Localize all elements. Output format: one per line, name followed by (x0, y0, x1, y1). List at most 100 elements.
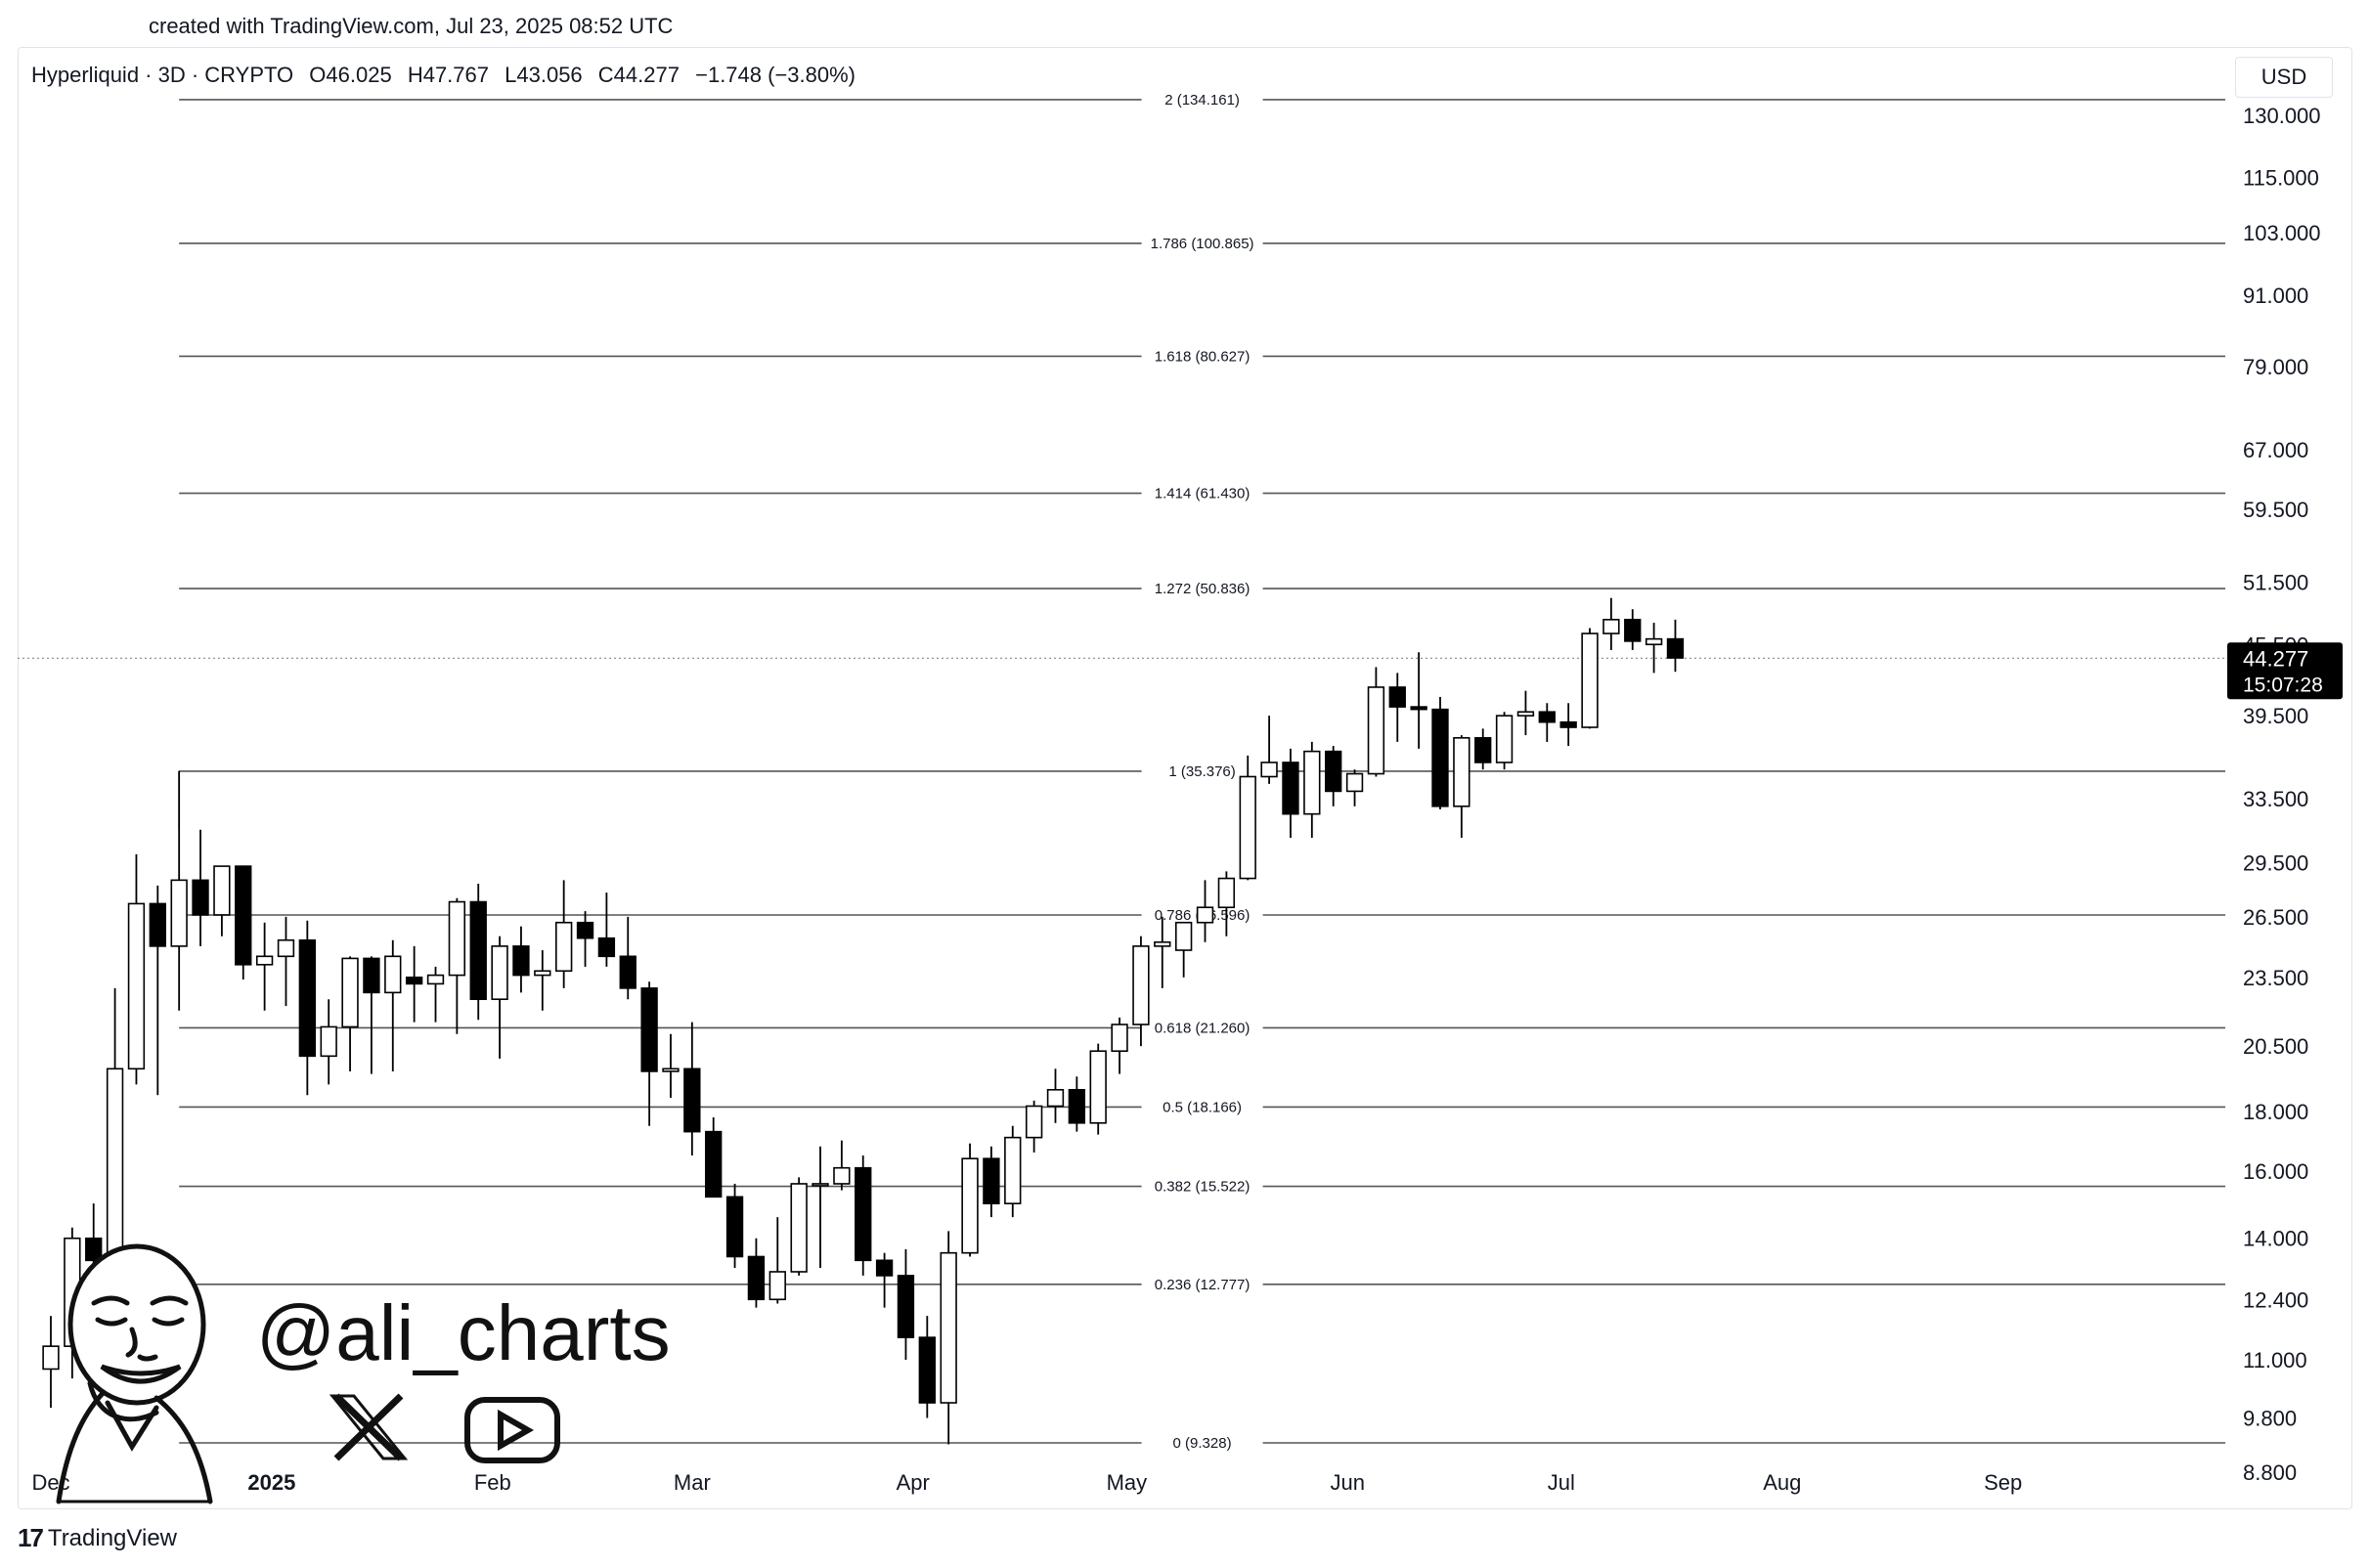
fib-label-0: 2 (134.161) (1164, 92, 1240, 109)
price-tick-14: 20.500 (2243, 1034, 2308, 1059)
candle-12 (298, 920, 317, 1096)
candle-43 (961, 1143, 979, 1257)
candle-75 (1645, 623, 1663, 674)
price-tag-bg (2227, 642, 2343, 700)
candle-47 (1046, 1068, 1065, 1123)
fib-label-8: 0.5 (18.166) (1163, 1099, 1242, 1115)
fib-label-bg-4 (1141, 580, 1263, 598)
candle-body-42 (940, 1251, 957, 1404)
time-tick-9: Sep (1984, 1470, 2022, 1495)
candle-68 (1495, 712, 1514, 770)
candle-body-48 (1068, 1088, 1086, 1124)
price-tick-18: 12.400 (2243, 1287, 2308, 1312)
candle-26 (597, 893, 616, 967)
candle-body-59 (1303, 750, 1321, 815)
candle-body-17 (405, 976, 423, 985)
candle-body-38 (855, 1166, 872, 1262)
time-axis: Dec 2025 Feb Mar Apr May Jun Jul Aug Sep (31, 1470, 2022, 1495)
candle-body-61 (1345, 772, 1364, 793)
candle-36 (812, 1146, 829, 1269)
price-tick-9: 39.500 (2243, 704, 2308, 728)
ohlc-change: −1.748 (−3.80%) (695, 63, 856, 87)
fib-label-bg-11 (1141, 1433, 1263, 1452)
fib-label-7: 0.618 (21.260) (1155, 1020, 1251, 1036)
candle-body-66 (1453, 737, 1470, 807)
currency-button[interactable]: USD (2235, 57, 2333, 98)
candle-46 (1025, 1100, 1043, 1153)
candle-body-72 (1581, 632, 1599, 728)
candle-41 (918, 1316, 936, 1418)
candle-body-74 (1624, 619, 1642, 642)
price-tag-value: 44.277 (2243, 646, 2308, 671)
candle-body-10 (255, 955, 274, 966)
candle-34 (768, 1217, 786, 1304)
fib-label-5: 1 (35.376) (1168, 763, 1235, 780)
candle-54 (1196, 880, 1214, 942)
candle-body-62 (1367, 686, 1385, 775)
candle-60 (1325, 746, 1342, 806)
candle-7 (192, 829, 209, 946)
candle-body-71 (1559, 720, 1577, 728)
candle-body-65 (1431, 708, 1449, 807)
candle-30 (683, 1022, 701, 1156)
candle-17 (405, 945, 423, 1023)
candle-body-76 (1666, 637, 1685, 659)
price-tick-19: 11.000 (2243, 1348, 2307, 1372)
candle-76 (1666, 619, 1685, 673)
candle-67 (1474, 728, 1492, 770)
candle-body-15 (363, 957, 380, 994)
fib-label-3: 1.414 (61.430) (1155, 486, 1251, 502)
candle-body-34 (768, 1271, 786, 1301)
fib-label-bg-0 (1141, 90, 1263, 109)
x-logo-icon[interactable] (329, 1393, 409, 1461)
symbol-header: Hyperliquid · 3D · CRYPTO O46.025 H47.76… (31, 63, 865, 88)
candle-body-16 (384, 955, 402, 994)
candle-45 (1004, 1125, 1022, 1218)
candle-58 (1282, 748, 1299, 839)
candle-body-31 (705, 1130, 723, 1198)
fib-label-bg-8 (1141, 1098, 1263, 1116)
candle-31 (705, 1116, 723, 1198)
candle-body-18 (426, 974, 445, 985)
candle-body-36 (812, 1183, 829, 1187)
price-tick-3: 91.000 (2243, 283, 2308, 308)
candle-body-24 (555, 921, 573, 973)
candle-72 (1581, 628, 1599, 729)
candle-15 (363, 956, 380, 1074)
chart-frame (18, 47, 2352, 1509)
price-tick-1: 115.000 (2243, 165, 2319, 190)
candle-body-75 (1645, 637, 1663, 646)
candle-body-8 (213, 865, 231, 916)
candle-10 (255, 922, 274, 1011)
candle-body-50 (1111, 1024, 1128, 1053)
symbol-name[interactable]: Hyperliquid · 3D · CRYPTO (31, 63, 294, 87)
candle-body-11 (277, 938, 295, 958)
candle-body-47 (1046, 1088, 1065, 1108)
candle-body-29 (662, 1067, 680, 1072)
candle-body-22 (512, 945, 530, 977)
fibonacci-levels: 2 (134.161) 1.786 (100.865) 1.618 (80.627)… (18, 90, 2227, 1452)
youtube-icon[interactable] (464, 1397, 560, 1463)
candle-body-21 (491, 945, 508, 1000)
candle-56 (1239, 755, 1256, 881)
price-tick-11: 29.500 (2243, 851, 2308, 876)
fib-label-1: 1.786 (100.865) (1151, 236, 1254, 252)
fib-label-bg-2 (1141, 347, 1263, 366)
candle-52 (1154, 916, 1171, 988)
candle-body-63 (1388, 686, 1406, 708)
candle-body-33 (747, 1255, 766, 1301)
candle-body-20 (469, 900, 487, 1000)
candle-22 (512, 926, 530, 993)
current-price-tag: 44.277 15:07:28 (2227, 642, 2343, 700)
candle-body-2 (85, 1237, 103, 1262)
candle-body-70 (1538, 711, 1556, 723)
price-tick-0: 130.000 (2243, 104, 2321, 128)
candle-59 (1303, 741, 1321, 839)
tradingview-brand[interactable]: 17 TradingView (18, 1523, 177, 1553)
ohlc-high: H47.767 (407, 63, 490, 87)
candle-6 (170, 770, 188, 1011)
avatar-caricature (56, 1243, 213, 1504)
time-tick-4: Apr (897, 1470, 930, 1495)
candle-57 (1260, 716, 1278, 784)
